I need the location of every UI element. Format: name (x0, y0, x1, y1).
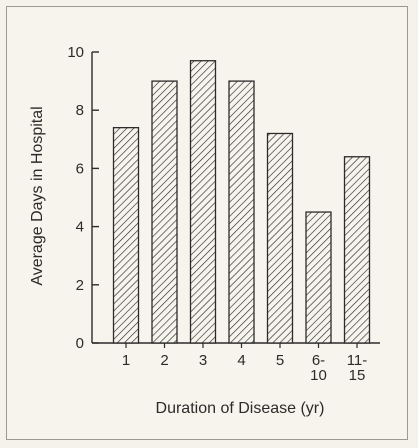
bar (112, 127, 140, 344)
bar (228, 80, 255, 344)
bar (189, 60, 217, 344)
x-tick-label: 5 (276, 352, 284, 369)
x-tick-label: 1 (122, 352, 130, 369)
x-tick-label: 2 (160, 352, 168, 369)
x-tick-label: 15 (349, 367, 366, 384)
x-tick-label: 4 (237, 352, 245, 369)
y-tick-label: 0 (76, 335, 84, 352)
x-axis-title: Duration of Disease (yr) (156, 400, 325, 417)
x-tick-label: 6- (312, 352, 325, 369)
y-tick-label: 2 (76, 277, 84, 294)
y-tick-label: 4 (76, 219, 84, 236)
bar (266, 132, 294, 344)
x-tick-label: 11- (347, 352, 368, 369)
bar (343, 156, 371, 344)
bars (112, 60, 371, 344)
bar (305, 211, 332, 344)
y-tick-label: 8 (76, 102, 84, 119)
bar (151, 80, 178, 344)
y-tick-label: 6 (76, 160, 84, 177)
y-axis-title: Average Days in Hospital (29, 106, 46, 285)
x-tick-label: 10 (310, 367, 327, 384)
y-tick-label: 10 (67, 44, 84, 61)
x-tick-label: 3 (199, 352, 207, 369)
